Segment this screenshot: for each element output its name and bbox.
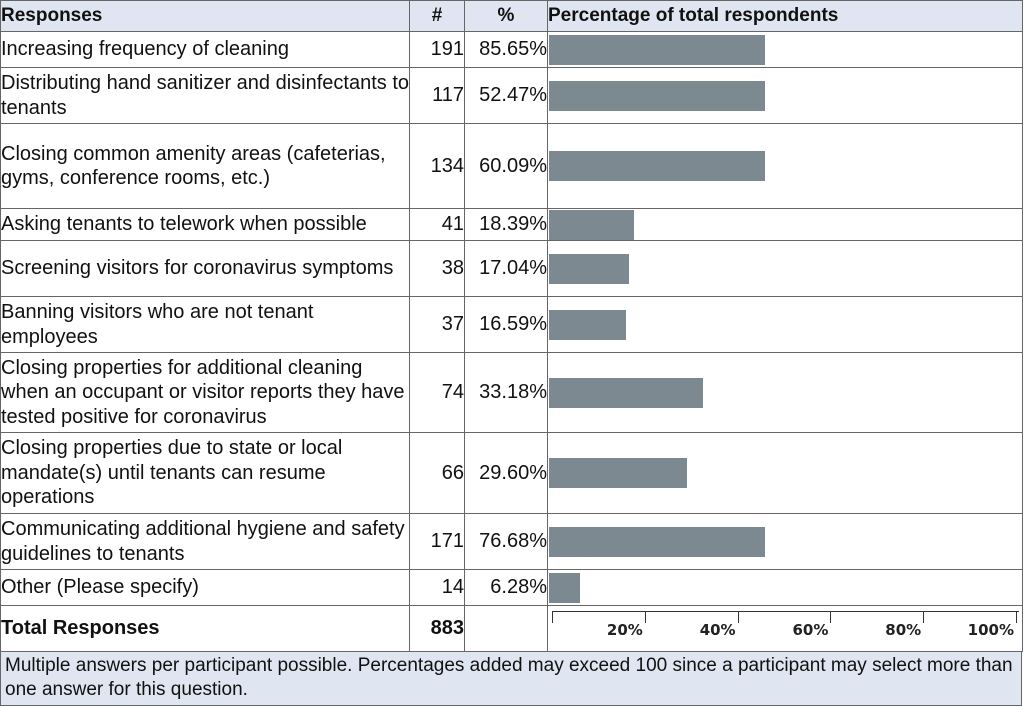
axis-tick-label: 60%: [792, 621, 829, 639]
axis-tick-label: 20%: [606, 621, 643, 639]
axis-tick: [830, 611, 832, 623]
axis-tick: [737, 611, 739, 623]
table-row: Other (Please specify) 14 6.28%: [0, 569, 1023, 606]
axis-tick: [552, 611, 553, 623]
total-percent-empty: [464, 605, 548, 652]
table-row: Asking tenants to telework when possible…: [0, 208, 1023, 241]
response-count: 41: [409, 208, 465, 241]
bar-cell: [547, 240, 1023, 297]
axis-tick: [1016, 611, 1017, 623]
table-row: Closing common amenity areas (cafeterias…: [0, 123, 1023, 209]
axis-tick: [923, 611, 925, 623]
response-percent: 16.59%: [464, 296, 548, 353]
axis-tick-label: 80%: [885, 621, 922, 639]
footnote: Multiple answers per participant possibl…: [0, 652, 1022, 706]
response-count: 191: [409, 31, 465, 68]
bar-cell: [547, 296, 1023, 353]
total-label: Total Responses: [0, 605, 410, 652]
total-count: 883: [409, 605, 465, 652]
bar: [549, 377, 703, 408]
bar-cell: [547, 513, 1023, 570]
bar: [549, 572, 580, 603]
bar-cell: [547, 569, 1023, 606]
percentage-axis: 20% 40% 60% 80% 100%: [548, 606, 1022, 651]
bar: [549, 151, 765, 181]
response-label: Closing properties due to state or local…: [0, 432, 410, 514]
response-percent: 6.28%: [464, 569, 548, 606]
bar: [549, 309, 626, 340]
response-count: 74: [409, 352, 465, 433]
header-responses: Responses: [0, 0, 410, 32]
bar-cell: [547, 208, 1023, 241]
bar-cell: [547, 432, 1023, 514]
bar: [549, 34, 765, 65]
table-row: Closing properties for additional cleani…: [0, 352, 1023, 433]
axis-line: [552, 611, 1019, 612]
table-row: Communicating additional hygiene and saf…: [0, 513, 1023, 570]
bar: [549, 209, 634, 240]
header-chart-title: Percentage of total respondents: [547, 0, 1023, 32]
response-label: Increasing frequency of cleaning: [0, 31, 410, 68]
axis-cell: 20% 40% 60% 80% 100%: [547, 605, 1023, 652]
bar-cell: [547, 352, 1023, 433]
bar: [549, 253, 629, 284]
response-percent: 33.18%: [464, 352, 548, 433]
response-percent: 18.39%: [464, 208, 548, 241]
header-percent: %: [464, 0, 548, 32]
bar-cell: [547, 123, 1023, 209]
response-percent: 17.04%: [464, 240, 548, 297]
response-count: 66: [409, 432, 465, 514]
table-row: Closing properties due to state or local…: [0, 432, 1023, 514]
header-row: Responses # % Percentage of total respon…: [0, 0, 1023, 32]
total-row: Total Responses 883 20% 40% 60% 80% 100%: [0, 605, 1023, 652]
response-percent: 29.60%: [464, 432, 548, 514]
response-label: Asking tenants to telework when possible: [0, 208, 410, 241]
response-count: 38: [409, 240, 465, 297]
response-count: 117: [409, 67, 465, 124]
response-count: 14: [409, 569, 465, 606]
response-label: Communicating additional hygiene and saf…: [0, 513, 410, 570]
bar-cell: [547, 31, 1023, 68]
response-count: 37: [409, 296, 465, 353]
response-label: Distributing hand sanitizer and disinfec…: [0, 67, 410, 124]
response-percent: 76.68%: [464, 513, 548, 570]
axis-tick: [644, 611, 646, 623]
response-label: Screening visitors for coronavirus sympt…: [0, 240, 410, 297]
response-percent: 85.65%: [464, 31, 548, 68]
table-row: Screening visitors for coronavirus sympt…: [0, 240, 1023, 297]
response-percent: 52.47%: [464, 67, 548, 124]
response-label: Banning visitors who are not tenant empl…: [0, 296, 410, 353]
response-label: Closing properties for additional cleani…: [0, 352, 410, 433]
table-row: Distributing hand sanitizer and disinfec…: [0, 67, 1023, 124]
bar: [549, 526, 765, 557]
survey-results-table: Responses # % Percentage of total respon…: [0, 0, 1023, 652]
response-count: 134: [409, 123, 465, 209]
response-percent: 60.09%: [464, 123, 548, 209]
axis-tick-label: 40%: [699, 621, 736, 639]
table-row: Banning visitors who are not tenant empl…: [0, 296, 1023, 353]
response-label: Other (Please specify): [0, 569, 410, 606]
response-label: Closing common amenity areas (cafeterias…: [0, 123, 410, 209]
table-row: Increasing frequency of cleaning 191 85.…: [0, 31, 1023, 68]
axis-tick-label: 100%: [967, 621, 1014, 639]
bar: [549, 458, 687, 488]
bar: [549, 80, 765, 111]
response-count: 171: [409, 513, 465, 570]
header-count: #: [409, 0, 465, 32]
bar-cell: [547, 67, 1023, 124]
